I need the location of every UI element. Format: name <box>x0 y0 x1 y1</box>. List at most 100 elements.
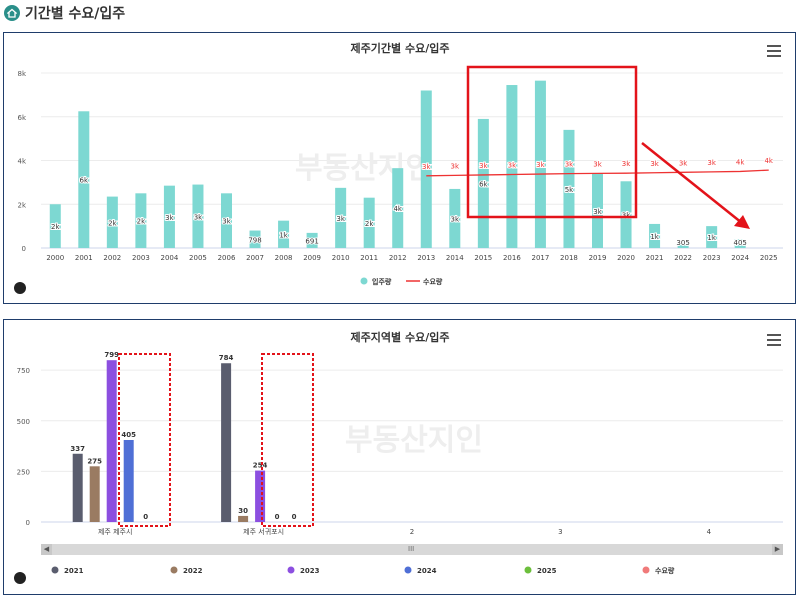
legend-label: 입주량 <box>372 277 392 286</box>
line-data-label: 3k <box>593 160 602 168</box>
bar-data-label: 305 <box>676 239 689 247</box>
scroll-left-icon[interactable]: ◀ <box>41 544 52 555</box>
bar-2018 <box>563 129 575 248</box>
bar-data-label: 1k <box>279 231 288 239</box>
legend-marker <box>170 566 178 574</box>
scroll-grip[interactable]: III <box>408 545 415 553</box>
bar-2019 <box>592 173 603 248</box>
legend-marker <box>642 566 650 574</box>
bar-2012 <box>392 168 404 248</box>
bar-data-label: 275 <box>87 457 102 465</box>
x-tick-label: 2023 <box>703 254 721 262</box>
x-tick-label: 2015 <box>474 254 492 262</box>
x-tick-label: 2025 <box>760 254 778 262</box>
scroll-right-icon[interactable]: ▶ <box>772 544 783 555</box>
y-tick-label: 4k <box>17 158 26 166</box>
bar-data-label: 1k <box>650 233 659 241</box>
bar-2021 <box>649 223 661 248</box>
bar-2022 <box>89 466 100 522</box>
bar-2015 <box>477 118 489 248</box>
bar-2017 <box>534 80 546 248</box>
x-tick-label: 2014 <box>446 254 464 262</box>
page-header: 기간별 수요/입주 <box>4 3 125 23</box>
bar-data-label: 2k <box>365 220 374 228</box>
bar-data-label: 798 <box>248 236 261 244</box>
highlight-box <box>118 353 171 527</box>
legend-label: 2021 <box>64 567 84 575</box>
legend-marker <box>51 566 59 574</box>
y-tick-label: 500 <box>17 418 30 426</box>
bar-data-label: 799 <box>104 351 119 359</box>
bar-2010 <box>335 187 347 248</box>
bar-2016 <box>506 85 518 248</box>
watermark-logo: 부동산지인 <box>295 151 433 186</box>
line-data-label: 3k <box>622 160 631 168</box>
legend-label: 2022 <box>183 567 203 575</box>
bar-data-label: 30 <box>238 507 248 515</box>
chart-title: 제주지역별 수요/입주 <box>351 330 450 344</box>
period-chart-panel: 제주기간별 수요/입주 0 2k 4k 6k 8k 부동산지인 2000 2k 2001 6k 200… <box>3 32 796 304</box>
line-data-label: 3k <box>707 159 716 167</box>
bar-data-label: 1k <box>707 234 716 242</box>
x-tick-label: 2006 <box>218 254 236 262</box>
x-tick-label: 2017 <box>532 254 550 262</box>
x-tick-label: 2016 <box>503 254 521 262</box>
y-tick-label: 750 <box>17 367 30 375</box>
x-tick-label: 2021 <box>646 254 664 262</box>
x-tick-label: 2020 <box>617 254 635 262</box>
bar-2014 <box>449 188 461 248</box>
highlight-arrow <box>641 142 743 224</box>
x-tick-label: 2024 <box>731 254 749 262</box>
x-tick-label: 2012 <box>389 254 407 262</box>
bar-2021 <box>72 453 83 522</box>
bar-data-label: 405 <box>734 239 747 247</box>
bar-2024 <box>734 239 746 248</box>
bar-2003 <box>135 193 147 248</box>
line-data-label: 3k <box>508 162 517 170</box>
chart-menu-icon[interactable] <box>767 334 781 346</box>
line-data-label: 3k <box>536 161 545 169</box>
bar-data-label: 3k <box>593 208 602 216</box>
bar-data-label: 5k <box>565 186 574 194</box>
y-tick-label: 6k <box>17 114 26 122</box>
page-title: 기간별 수요/입주 <box>25 6 126 22</box>
x-tick-label: 2000 <box>46 254 64 262</box>
line-data-label: 3k <box>451 162 460 170</box>
bar-2021 <box>221 363 232 522</box>
legend-label: 수요량 <box>423 277 443 286</box>
x-tick-label: 2013 <box>417 254 435 262</box>
legend-marker <box>404 566 412 574</box>
y-tick-label: 0 <box>22 245 26 253</box>
line-data-label: 3k <box>422 163 431 171</box>
chart-menu-icon[interactable] <box>767 45 781 57</box>
x-tick-label: 제주 서귀포시 <box>243 527 284 536</box>
chart-title: 제주기간별 수요/입주 <box>351 41 450 55</box>
line-data-label: 3k <box>679 159 688 167</box>
bar-2023 <box>106 360 117 522</box>
bar-data-label: 691 <box>305 237 318 245</box>
y-tick-label: 2k <box>17 201 26 209</box>
highlight-box <box>466 65 638 219</box>
bar-2007 <box>249 230 261 248</box>
arrow-head-icon <box>734 215 750 229</box>
highlight-box <box>261 353 314 527</box>
bar-data-label: 405 <box>121 431 136 439</box>
x-tick-label: 2018 <box>560 254 578 262</box>
bar-2008 <box>278 220 290 248</box>
bar-2006 <box>221 193 232 248</box>
logo-icon <box>14 572 26 584</box>
x-tick-label: 2019 <box>589 254 607 262</box>
line-data-label: 3k <box>650 160 659 168</box>
line-data-label: 4k <box>764 157 773 165</box>
bar-data-label: 0 <box>292 513 297 521</box>
bar-2013 <box>420 90 432 248</box>
bar-2011 <box>363 197 375 248</box>
chart-scrollbar[interactable]: ◀ III ▶ <box>41 544 783 555</box>
region-chart-panel: 제주지역별 수요/입주 0 250 500 750 부동산지인 제주 제주시 337 275 79… <box>3 319 796 595</box>
x-tick-label: 3 <box>558 528 562 536</box>
watermark-logo: 부동산지인 <box>345 423 483 458</box>
bar-data-label: 2k <box>108 219 117 227</box>
legend-label: 2024 <box>417 567 437 575</box>
bar-data-label: 6k <box>80 177 89 185</box>
